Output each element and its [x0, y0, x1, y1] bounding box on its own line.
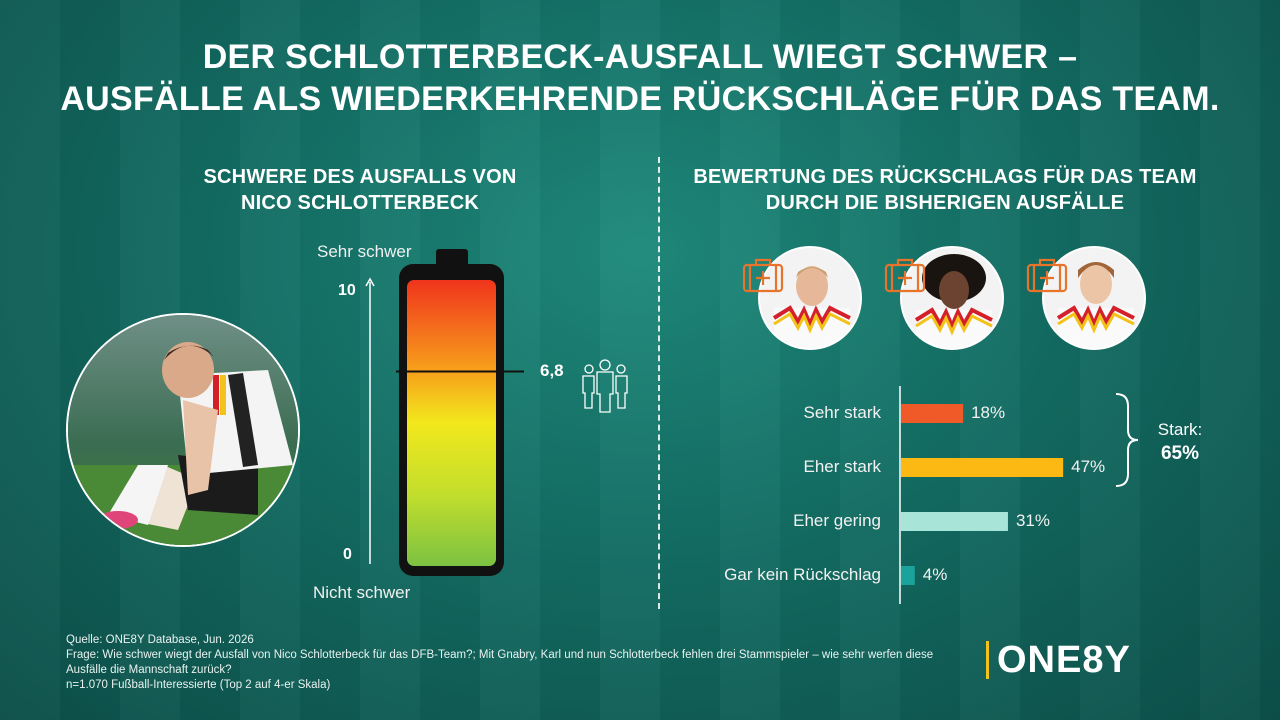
footer-source: Quelle: ONE8Y Database, Jun. 2026: [66, 634, 254, 646]
battery-fill: [407, 280, 496, 566]
gauge-value-label: 6,8: [540, 360, 564, 380]
avatar-player-1: [758, 246, 862, 350]
footer-question: Frage: Wie schwer wiegt der Ausfall von …: [66, 649, 934, 676]
scale-top-label: Sehr schwer: [317, 242, 412, 261]
bar-value-label: 4%: [922, 565, 948, 584]
right-panel-title: BEWERTUNG DES RÜCKSCHLAGS FÜR DAS TEAM D…: [670, 164, 1220, 216]
bracket-summary-value: 65%: [1160, 443, 1200, 464]
first-aid-kit-icon: [1026, 258, 1068, 293]
bar-category-label: Eher gering: [793, 511, 881, 530]
bar-4: [901, 566, 915, 585]
avatar-player-3: [1042, 246, 1146, 350]
bar-value-label: 31%: [1015, 511, 1050, 530]
logo-text: ONE8Y: [997, 638, 1131, 681]
scale-bottom-label: Nicht schwer: [313, 583, 411, 602]
logo-accent-bar: [986, 641, 989, 679]
bar-1: [901, 404, 964, 423]
footer-notes: Quelle: ONE8Y Database, Jun. 2026 Frage:…: [66, 633, 976, 693]
first-aid-kit-icon: [742, 258, 784, 293]
bar-3: [901, 512, 1008, 531]
right-panel-title-line2: DURCH DIE BISHERIGEN AUSFÄLLE: [765, 192, 1125, 214]
setback-bar-chart: [899, 386, 1064, 604]
first-aid-kit-icon: [884, 258, 926, 293]
avatar-player-2: [900, 246, 1004, 350]
left-panel-title-line2: NICO SCHLOTTERBECK: [240, 192, 480, 214]
brand-logo: ONE8Y: [986, 638, 1131, 682]
bar-category-label: Gar kein Rückschlag: [724, 565, 881, 584]
panel-divider: [658, 157, 660, 609]
bar-2: [901, 458, 1064, 477]
severity-gauge: [396, 249, 524, 576]
bar-value-label: 47%: [1071, 457, 1106, 476]
left-panel-title-line1: SCHWERE DES AUSFALLS VON: [203, 166, 517, 188]
bracket-summary-label: Stark:: [1157, 420, 1203, 439]
bracket-icon: [1115, 393, 1139, 487]
page-title-line1: DER SCHLOTTERBECK-AUSFALL WIEGT SCHWER –: [202, 38, 1078, 76]
bar-category-label: Eher stark: [803, 457, 881, 476]
scale-min-label: 0: [343, 546, 352, 563]
scale-max-label: 10: [338, 282, 356, 299]
injured-player-illustration: [68, 315, 298, 545]
bar-value-label: 18%: [971, 403, 1006, 422]
people-group-icon: [582, 359, 628, 413]
bracket-summary: Stark: 65%: [1140, 418, 1220, 466]
player-photo: [66, 313, 300, 547]
left-panel-title: SCHWERE DES AUSFALLS VON NICO SCHLOTTERB…: [150, 164, 570, 216]
battery-cap: [436, 249, 468, 267]
right-panel-title-line1: BEWERTUNG DES RÜCKSCHLAGS FÜR DAS TEAM: [693, 166, 1197, 188]
page-title: DER SCHLOTTERBECK-AUSFALL WIEGT SCHWER –…: [0, 36, 1280, 120]
bar-category-label: Sehr stark: [803, 403, 881, 422]
arrow-up-icon: [365, 277, 375, 564]
footer-sample: n=1.070 Fußball-Interessierte (Top 2 auf…: [66, 679, 331, 691]
page-title-line2: AUSFÄLLE ALS WIEDERKEHRENDE RÜCKSCHLÄGE …: [60, 80, 1220, 118]
